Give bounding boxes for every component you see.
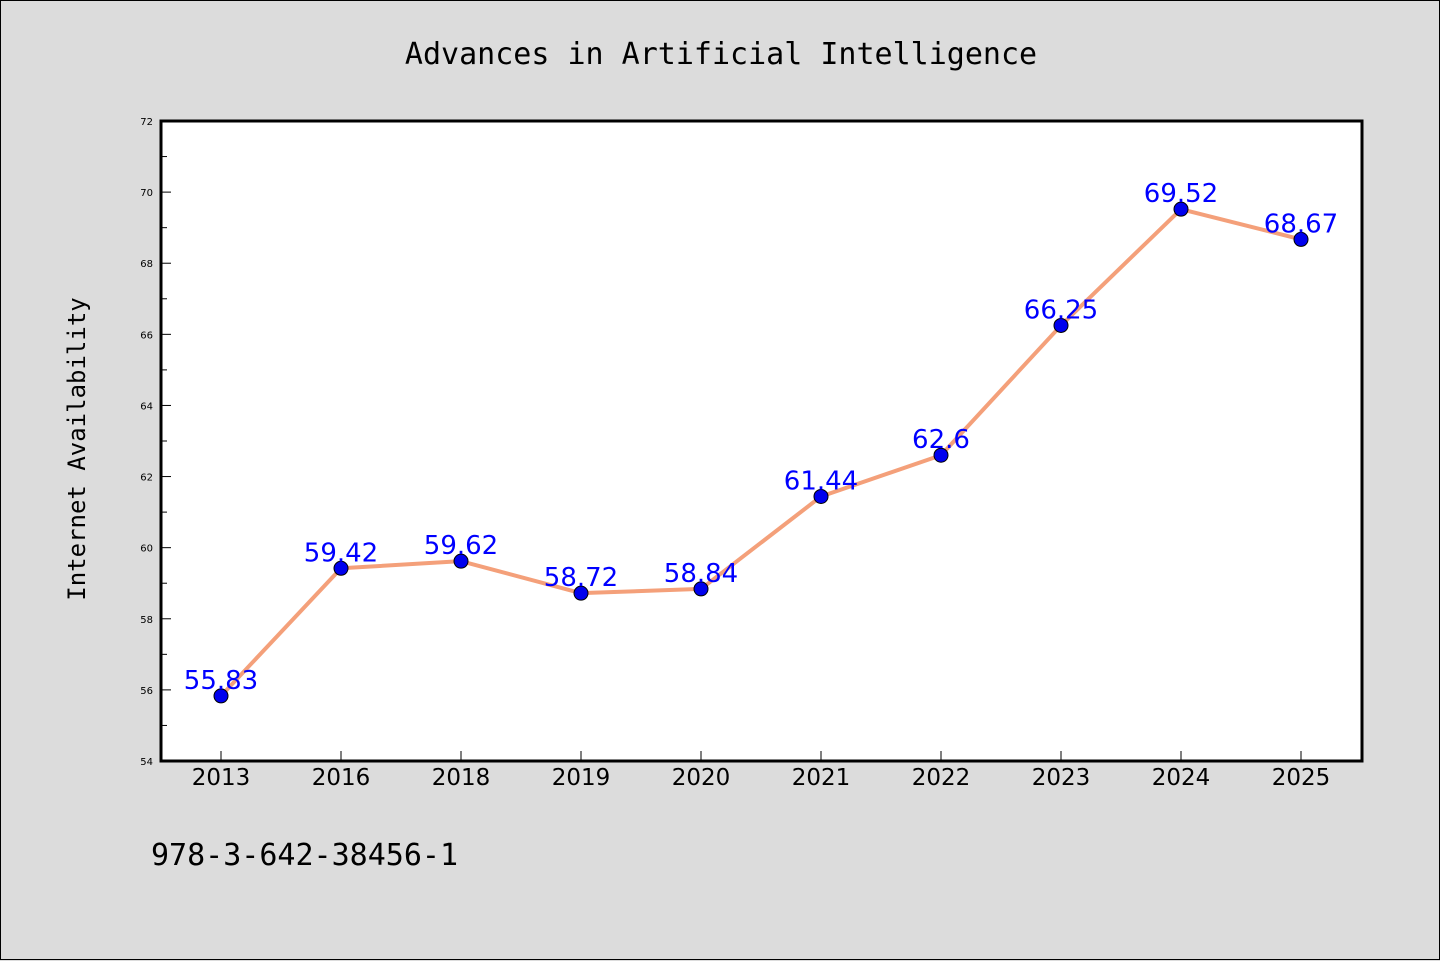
data-label: 61.44	[784, 466, 858, 496]
y-tick-label: 60	[140, 544, 153, 555]
x-tick-label: 2022	[912, 765, 971, 791]
y-tick-label: 70	[140, 188, 153, 199]
data-label: 55.83	[184, 666, 258, 696]
y-tick-label: 68	[140, 259, 153, 270]
data-point	[1053, 317, 1069, 333]
x-axis: 2013 2016 2018 2019 2020 2021 2022 2023 2024 2025	[192, 751, 1331, 791]
y-tick-label: 66	[140, 330, 153, 341]
series: 55.83 59.42 59.62 58.72 58.84 61.44 62.6 66.25 6…	[184, 179, 1338, 704]
data-label: 59.42	[304, 538, 378, 568]
y-tick-label: 62	[140, 473, 153, 484]
x-tick-label: 2021	[792, 765, 851, 791]
data-point	[1293, 231, 1309, 247]
data-point	[333, 560, 349, 576]
data-label: 58.84	[664, 559, 738, 589]
y-tick-label: 72	[140, 117, 153, 128]
y-tick-label: 54	[140, 757, 153, 768]
x-tick-label: 2018	[432, 765, 491, 791]
plot-area	[161, 121, 1362, 761]
y-axis: 54 56 58 60 62 64 66 68 70 72	[140, 117, 171, 768]
data-label: 66.25	[1024, 295, 1098, 325]
data-point	[1173, 201, 1189, 217]
data-label: 68.67	[1264, 209, 1338, 239]
data-label: 62.6	[912, 425, 970, 455]
data-point	[693, 581, 709, 597]
x-tick-label: 2023	[1032, 765, 1091, 791]
x-tick-label: 2013	[192, 765, 251, 791]
data-label: 58.72	[544, 563, 618, 593]
data-point	[573, 585, 589, 601]
y-tick-label: 64	[140, 401, 153, 412]
x-tick-label: 2019	[552, 765, 611, 791]
x-tick-label: 2025	[1272, 765, 1331, 791]
data-point	[453, 553, 469, 569]
data-point	[213, 688, 229, 704]
series-line	[219, 207, 1303, 698]
isbn-text: 978-3-642-38456-1	[151, 838, 458, 873]
x-tick-label: 2024	[1152, 765, 1211, 791]
plot-border	[159, 119, 1364, 763]
data-point	[933, 447, 949, 463]
y-tick-label: 56	[140, 686, 153, 697]
y-axis-label: Internet Availability	[63, 297, 91, 600]
y-tick-label: 58	[140, 615, 153, 626]
x-tick-label: 2020	[672, 765, 731, 791]
data-label: 69.52	[1144, 179, 1218, 209]
x-tick-label: 2016	[312, 765, 371, 791]
chart-title: Advances in Artificial Intelligence	[405, 37, 1037, 72]
data-point	[813, 488, 829, 504]
data-label: 59.62	[424, 531, 498, 561]
